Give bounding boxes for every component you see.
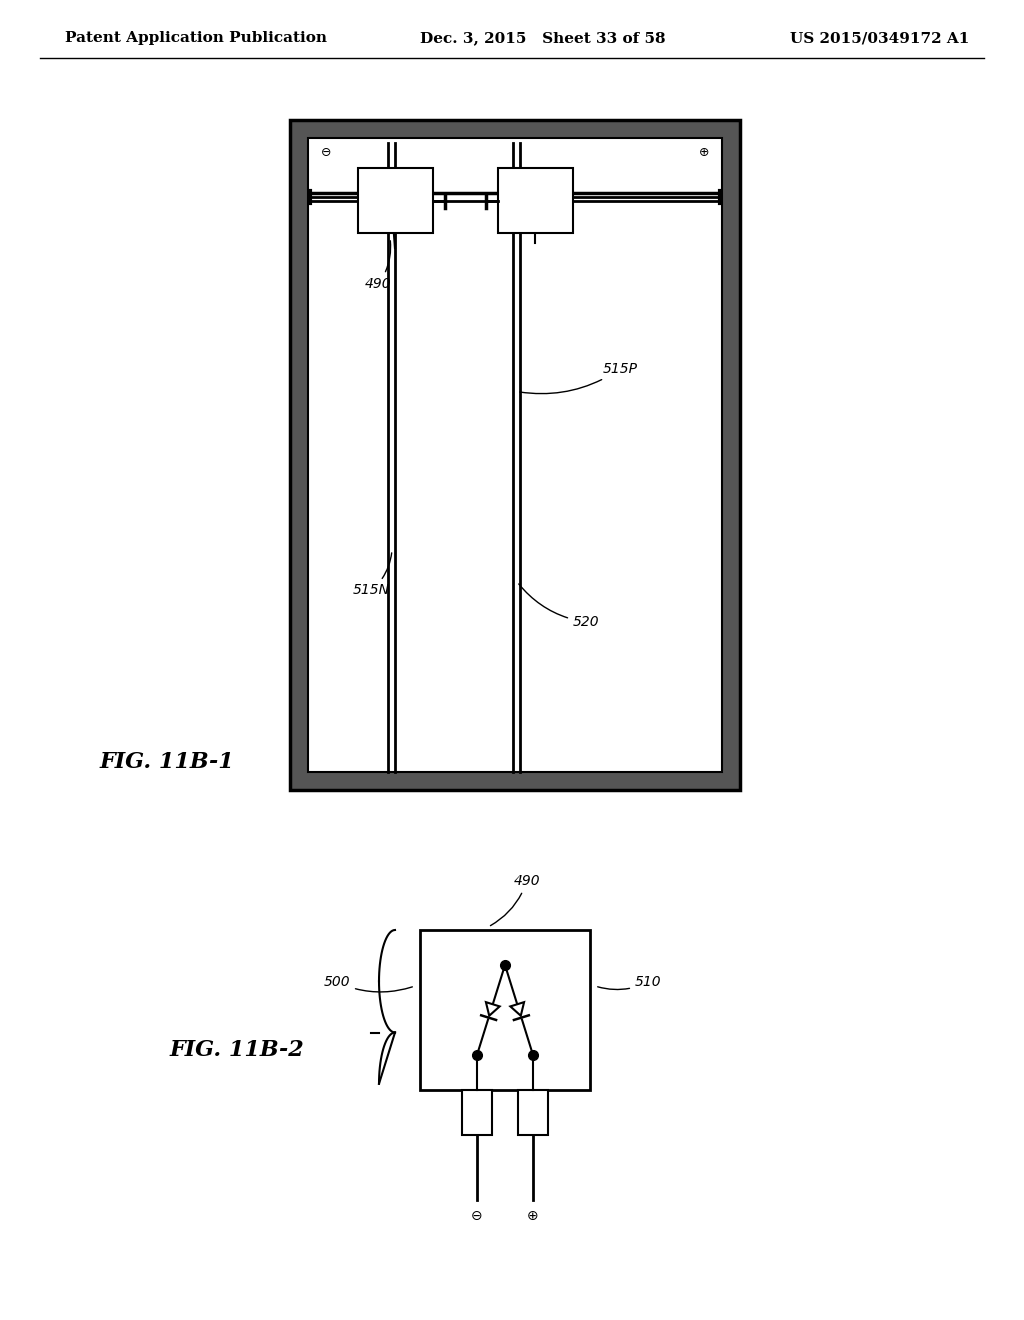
Bar	[290, 120, 740, 789]
Text: FIG. 11B-2: FIG. 11B-2	[170, 1039, 305, 1061]
Polygon shape	[486, 1002, 500, 1015]
Text: ⊖: ⊖	[471, 1209, 482, 1224]
Text: 515P: 515P	[520, 362, 638, 393]
Bar	[308, 139, 722, 772]
Text: 510: 510	[598, 975, 662, 990]
Text: US 2015/0349172 A1: US 2015/0349172 A1	[790, 30, 970, 45]
Bar	[462, 1090, 492, 1135]
Text: Patent Application Publication: Patent Application Publication	[65, 30, 327, 45]
Bar	[290, 120, 740, 789]
Text: 500: 500	[324, 975, 413, 991]
Bar	[498, 168, 573, 234]
Text: ⊕: ⊕	[527, 1209, 539, 1224]
Text: 520: 520	[519, 583, 600, 630]
Text: Dec. 3, 2015   Sheet 33 of 58: Dec. 3, 2015 Sheet 33 of 58	[420, 30, 666, 45]
Text: ⊖: ⊖	[321, 147, 331, 160]
Bar	[358, 168, 433, 234]
Bar	[518, 1090, 548, 1135]
Bar	[308, 139, 722, 772]
Bar	[420, 931, 590, 1090]
Text: 490: 490	[365, 240, 391, 290]
Text: 515N: 515N	[353, 553, 392, 598]
Polygon shape	[510, 1002, 524, 1015]
Text: ⊕: ⊕	[698, 147, 710, 160]
Text: 490: 490	[490, 874, 540, 925]
Text: FIG. 11B-1: FIG. 11B-1	[100, 751, 234, 774]
